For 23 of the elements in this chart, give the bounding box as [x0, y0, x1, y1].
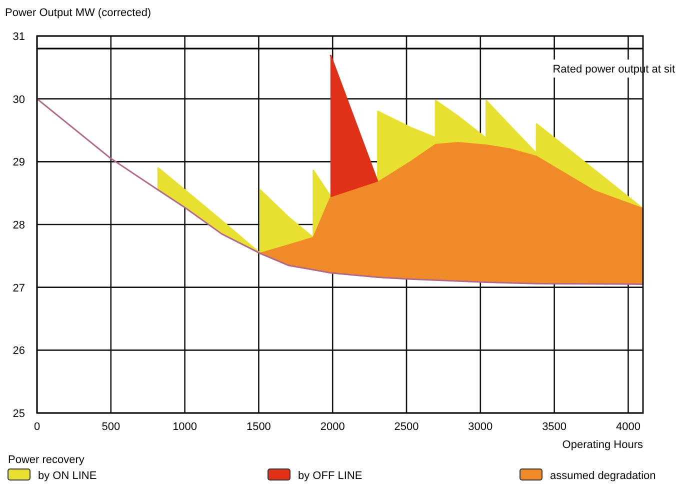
x-tick-label: 3500 — [542, 421, 567, 433]
x-tick-label: 1500 — [246, 421, 271, 433]
x-tick-label: 500 — [102, 421, 120, 433]
legend-title: Power recovery — [8, 454, 85, 466]
x-tick-label: 2500 — [394, 421, 419, 433]
y-tick-label: 26 — [12, 345, 25, 358]
y-tick-label: 27 — [12, 282, 25, 294]
x-tick-label: 4000 — [616, 421, 640, 433]
legend-label: by ON LINE — [38, 470, 97, 482]
y-tick-label: 30 — [12, 94, 25, 106]
y-tick-label: 28 — [12, 220, 25, 232]
legend-label: by OFF LINE — [298, 470, 362, 482]
line-series — [36, 98, 644, 285]
x-axis-title: Operating Hours — [562, 439, 644, 451]
x-tick-label: 2000 — [320, 421, 345, 433]
y-tick-label: 29 — [12, 156, 25, 169]
x-tick-label: 0 — [34, 421, 40, 433]
y-tick-label: 25 — [12, 408, 25, 420]
legend-label: assumed degradation — [550, 470, 656, 482]
y-tick-label: 31 — [12, 31, 25, 43]
y-axis-title: Power Output MW (corrected) — [5, 7, 152, 19]
x-tick-label: 3000 — [468, 421, 493, 433]
x-tick-label: 1000 — [172, 421, 198, 433]
